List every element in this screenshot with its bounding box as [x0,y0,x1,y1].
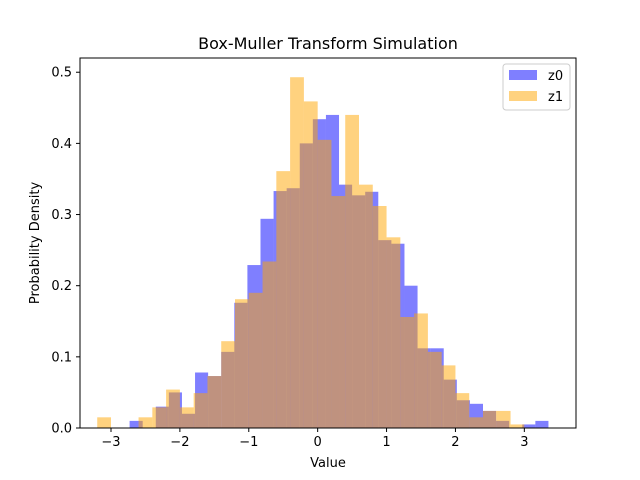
bar-z1-27 [469,417,483,428]
bar-z1-4 [152,407,167,428]
bar-z0-30 [522,424,536,428]
bar-z1-20 [372,206,387,428]
bar-z1-14 [290,77,304,428]
y-tick-label: 0.3 [51,208,72,223]
legend: z0 z1 [502,63,571,111]
y-tick-label: 0.5 [51,66,72,81]
bar-z1-0 [97,417,111,428]
bar-z0-31 [535,420,549,428]
y-axis-label: Probability Density [28,182,43,305]
bar-z1-16 [317,139,332,429]
bar-z1-6 [179,407,194,428]
x-tick-label: −3 [101,435,120,450]
bar-z1-25 [441,365,456,428]
bar-z1-13 [276,171,291,428]
bar-z1-24 [427,351,442,428]
plot-area [97,77,549,429]
bar-z1-8 [207,376,222,428]
bar-z1-29 [496,410,511,428]
y-tick-label: 0.4 [51,137,72,152]
bar-z1-23 [414,313,428,428]
x-tick-label: 0 [314,435,322,450]
bar-z1-10 [235,299,249,428]
bar-z1-22 [400,317,415,428]
bar-z1-21 [386,237,401,428]
bar-z1-7 [193,393,208,428]
legend-swatch-z0 [509,70,537,80]
bar-z1-18 [345,114,359,428]
bar-z1-11 [248,292,263,428]
bar-z1-19 [359,184,373,428]
y-tick-label: 0.2 [51,279,72,294]
bar-z1-28 [483,410,497,428]
y-axis-ticks: 0.0 0.1 0.2 0.3 0.4 0.5 [51,66,80,437]
bar-z1-5 [166,389,180,428]
bar-z1-30 [510,424,525,428]
x-axis-label: Value [310,456,346,471]
bar-z1-9 [221,341,235,428]
bar-z1-15 [303,101,318,429]
x-tick-label: 2 [451,435,459,450]
bar-z1-12 [262,261,277,428]
y-tick-label: 0.0 [51,422,72,437]
series-z1-bars [97,77,525,429]
chart-title: Box-Muller Transform Simulation [198,34,458,53]
x-tick-label: 3 [520,435,528,450]
x-tick-label: −2 [170,435,189,450]
bar-z0-0 [129,420,143,428]
x-tick-label: 1 [382,435,390,450]
y-tick-label: 0.1 [51,350,72,365]
legend-label-z1: z1 [548,90,563,105]
bar-z1-17 [331,196,346,428]
legend-swatch-z1 [509,91,537,101]
x-tick-label: −1 [239,435,258,450]
x-axis-ticks: −3 −2 −1 0 1 2 3 [101,428,528,450]
bar-z1-26 [455,393,470,428]
legend-label-z0: z0 [548,69,563,84]
bar-z1-3 [138,417,153,428]
axes-frame [79,57,577,429]
